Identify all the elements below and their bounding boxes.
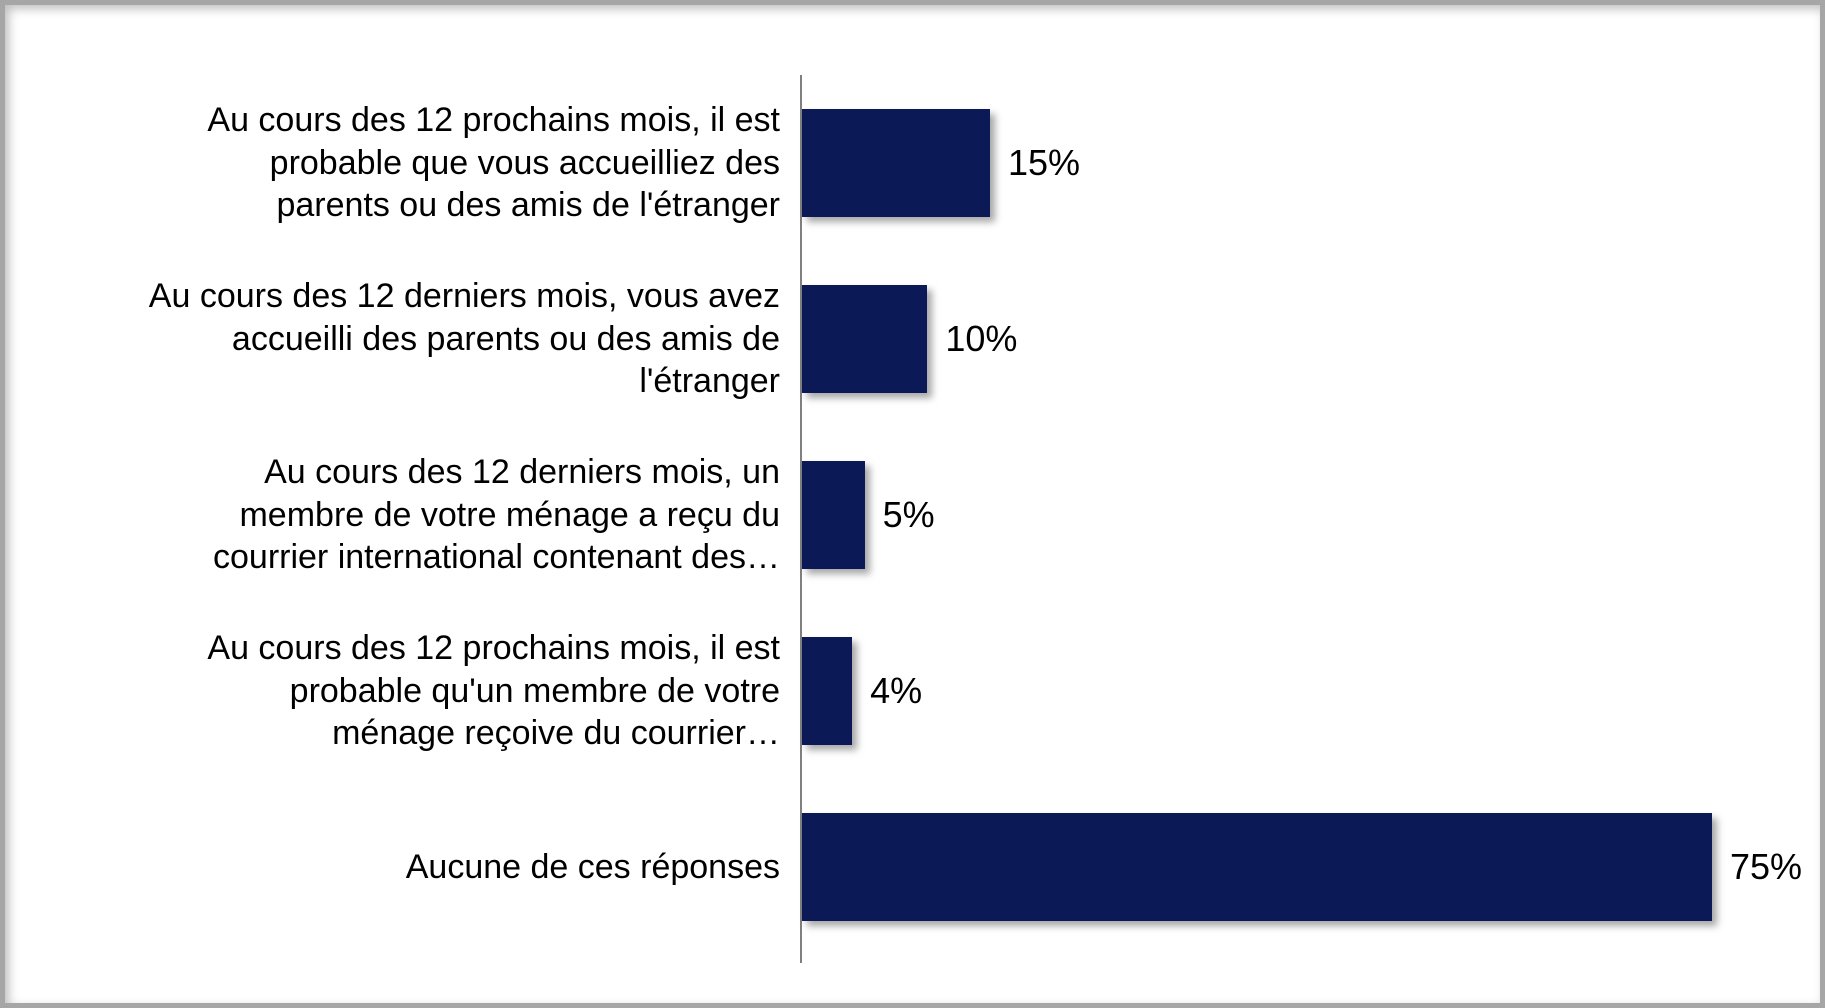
value-label: 5%: [883, 494, 935, 536]
value-label: 15%: [1008, 142, 1080, 184]
chart-row: Au cours des 12 derniers mois, vous avez…: [45, 251, 1780, 427]
category-label: Au cours des 12 derniers mois, vous avez…: [45, 275, 800, 403]
bar-wrap: 5%: [800, 427, 1802, 603]
bar: [802, 461, 865, 569]
bar: [802, 813, 1712, 921]
bar-wrap: 10%: [800, 251, 1802, 427]
chart-row: Aucune de ces réponses75%: [45, 779, 1780, 955]
value-label: 10%: [945, 318, 1017, 360]
category-label: Au cours des 12 prochains mois, il est p…: [45, 99, 800, 227]
value-label: 75%: [1730, 846, 1802, 888]
plot-area: Au cours des 12 prochains mois, il est p…: [45, 75, 1780, 963]
chart-row: Au cours des 12 derniers mois, un membre…: [45, 427, 1780, 603]
category-label: Aucune de ces réponses: [45, 846, 800, 889]
value-label: 4%: [870, 670, 922, 712]
bar: [802, 285, 927, 393]
chart-row: Au cours des 12 prochains mois, il est p…: [45, 75, 1780, 251]
chart-frame: Au cours des 12 prochains mois, il est p…: [0, 0, 1825, 1008]
chart-row: Au cours des 12 prochains mois, il est p…: [45, 603, 1780, 779]
chart-rows: Au cours des 12 prochains mois, il est p…: [45, 75, 1780, 955]
bar-wrap: 15%: [800, 75, 1802, 251]
category-label: Au cours des 12 prochains mois, il est p…: [45, 627, 800, 755]
category-label: Au cours des 12 derniers mois, un membre…: [45, 451, 800, 579]
bar-wrap: 75%: [800, 779, 1802, 955]
bar: [802, 109, 990, 217]
bar: [802, 637, 852, 745]
bar-wrap: 4%: [800, 603, 1802, 779]
